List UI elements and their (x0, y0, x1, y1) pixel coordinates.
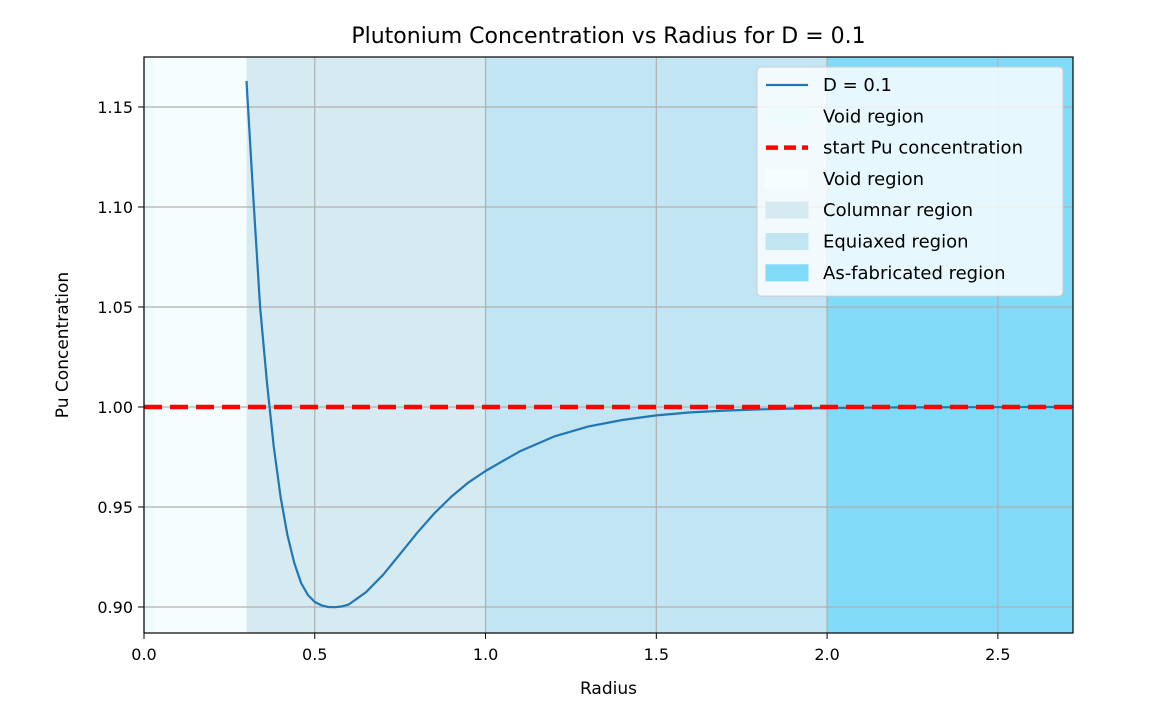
legend-patch-swatch (765, 107, 809, 125)
x-tick-label: 0.5 (302, 645, 327, 664)
x-tick-label: 1.5 (644, 645, 669, 664)
y-tick-label: 1.10 (97, 198, 133, 217)
legend-patch-swatch (765, 264, 809, 282)
legend-label: D = 0.1 (823, 75, 892, 96)
x-tick-label: 2.5 (985, 645, 1010, 664)
y-tick-label: 0.90 (97, 598, 133, 617)
gridlines (143, 57, 1073, 633)
x-tick-label: 1.0 (473, 645, 498, 664)
y-tick-label: 1.15 (97, 98, 133, 117)
y-tick-label: 0.95 (97, 498, 133, 517)
y-tick-label: 1.00 (97, 398, 133, 417)
plot-frame (143, 56, 1074, 634)
data-series (144, 80, 1073, 609)
legend-patch-swatch (765, 201, 809, 219)
x-axis-ticks: 0.0 0.5 1.0 1.5 2.0 2.5 (131, 633, 1011, 664)
legend-label: Void region (823, 106, 924, 127)
legend-label: Columnar region (823, 200, 973, 221)
legend-patch-swatch (765, 233, 809, 250)
legend: D = 0.1 Void region start Pu concentration… (756, 66, 1064, 297)
chart-title: Plutonium Concentration vs Radius for D … (351, 24, 865, 49)
region-band-1 (154, 57, 247, 633)
x-tick-label: 2.0 (814, 645, 839, 664)
legend-label: As-fabricated region (823, 263, 1006, 284)
x-axis-label: Radius (580, 679, 637, 699)
legend-label: Void region (823, 169, 924, 190)
y-axis-ticks: 0.90 0.95 1.00 1.05 1.10 1.15 (97, 98, 144, 617)
legend-box (756, 66, 1064, 297)
x-tick-label: 0.0 (131, 645, 156, 664)
legend-label: start Pu concentration (823, 138, 1023, 159)
legend-patch-swatch (765, 170, 809, 188)
region-band-2 (246, 57, 486, 633)
legend-label: Equiaxed region (823, 232, 969, 253)
y-tick-label: 1.05 (97, 298, 133, 317)
y-axis-label: Pu Concentration (53, 272, 73, 418)
concentration-curve (245, 80, 1073, 609)
